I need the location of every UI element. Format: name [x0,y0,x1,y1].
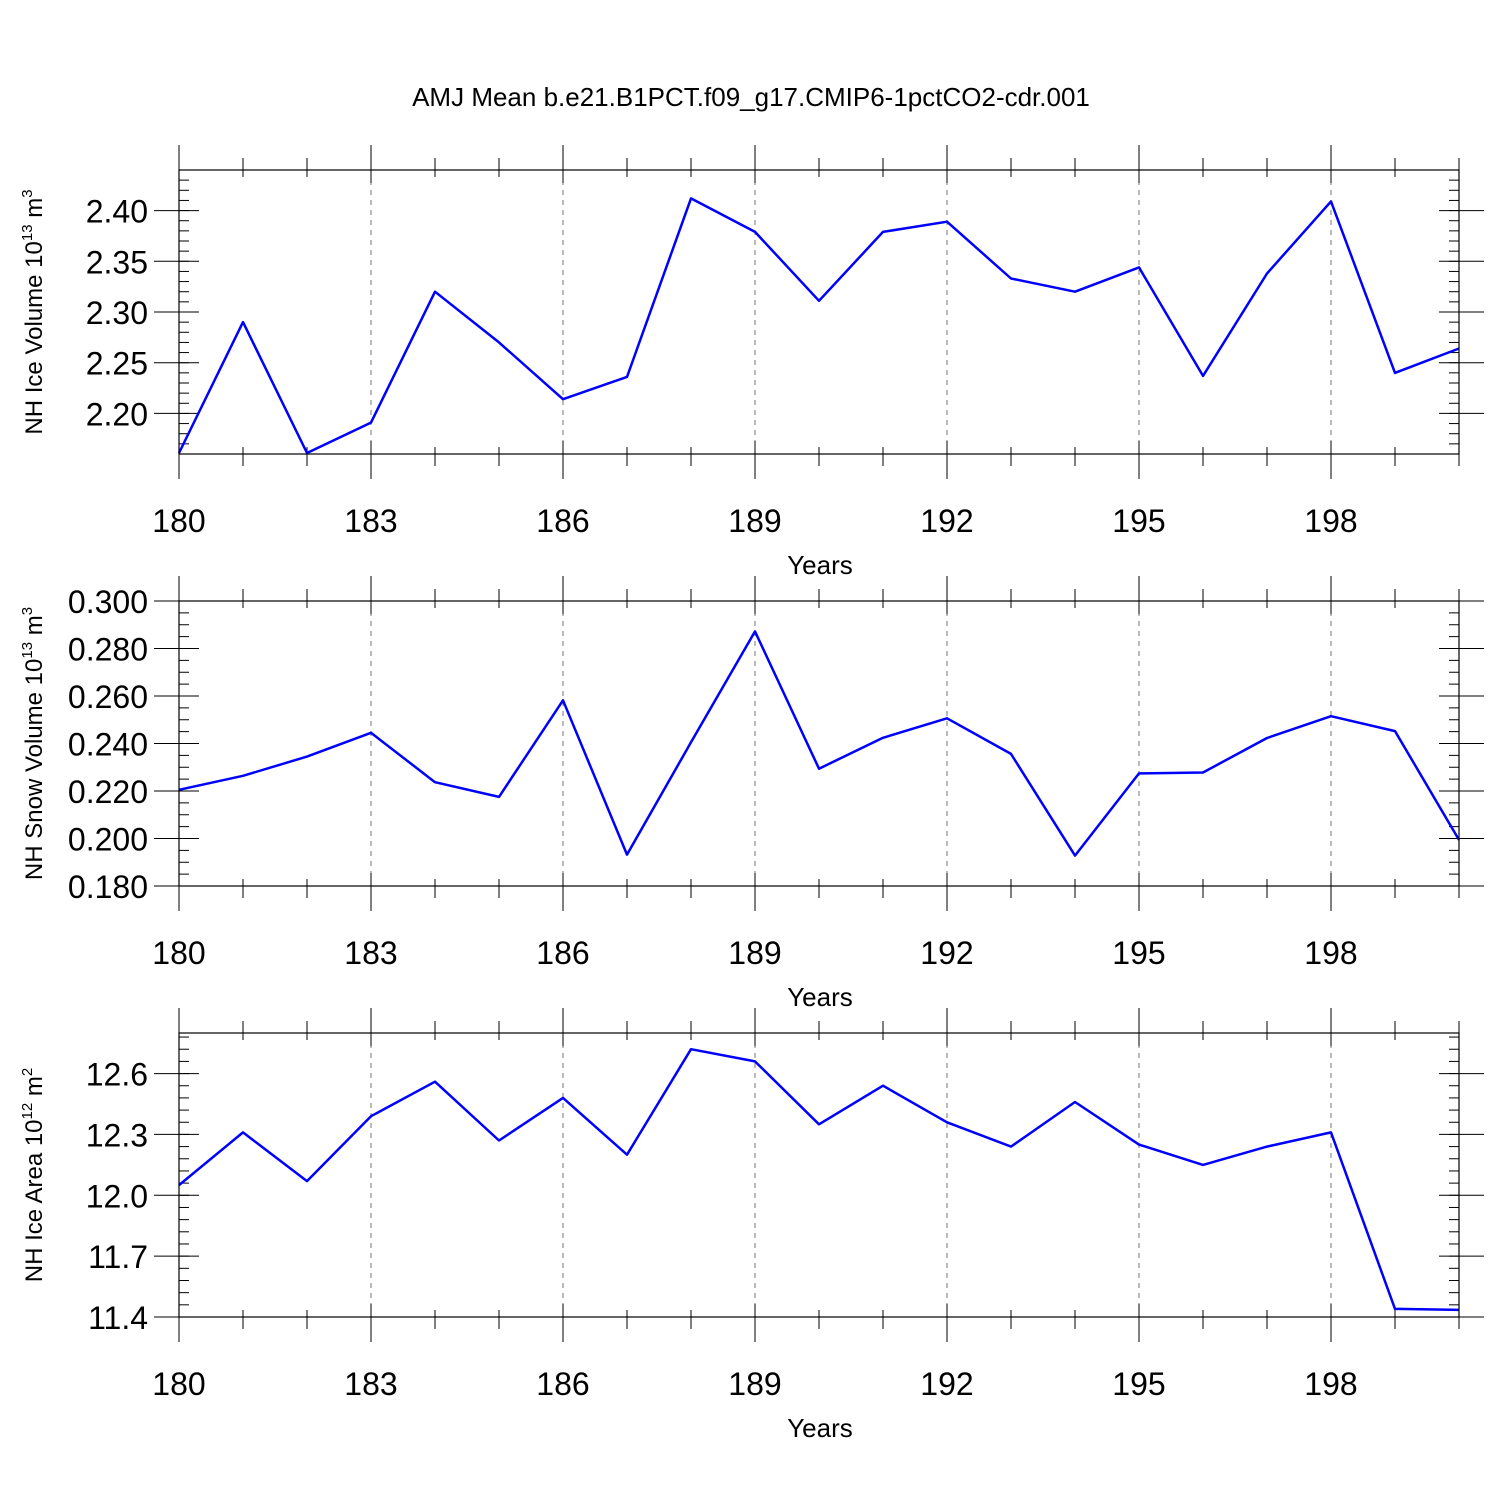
y-tick-label: 0.280 [68,632,148,668]
x-tick-label: 180 [152,1366,205,1402]
x-tick-label: 183 [344,935,397,971]
y-axis-title: NH Snow Volume 1013 m3 [19,607,48,880]
x-tick-label: 183 [344,1366,397,1402]
y-tick-label: 0.180 [68,869,148,905]
panel-1: 2.20 2.25 2.30 2.35 2.40 180 183 186 189 192 195 19… [19,145,1484,580]
x-tick-label: 186 [536,935,589,971]
y-tick-label: 0.200 [68,822,148,858]
y-tick-label: 12.3 [86,1117,148,1153]
x-tick-label: 195 [1112,1366,1165,1402]
y-axis-title: NH Ice Area 1012 m2 [19,1068,48,1282]
y-tick-label: 2.35 [86,244,148,280]
x-tick-label: 180 [152,935,205,971]
y-tick-label: 0.220 [68,774,148,810]
panel-2: 0.180 0.200 0.220 0.240 0.260 0.280 0.300 180 18… [19,576,1484,1012]
x-tick-label: 189 [728,935,781,971]
y-tick-label: 12.6 [86,1057,148,1093]
data-line-1 [177,197,1460,455]
panel-3: 11.4 11.7 12.0 12.3 12.6 180 183 186 189 192 195 19… [19,1008,1484,1443]
data-line-3 [178,1047,1460,1312]
plot-frame [178,600,1460,887]
y-tick-label: 0.260 [68,679,148,715]
x-tick-label: 183 [344,503,397,539]
y-tick-label: 2.30 [86,295,148,331]
x-tick-label: 180 [152,503,205,539]
x-axis-title: Years [787,1413,853,1443]
y-tick-label: 12.0 [86,1178,148,1214]
x-axis-title: Years [787,982,853,1012]
data-line-2 [178,630,1461,857]
x-tick-label: 192 [920,935,973,971]
y-tick-label: 11.7 [88,1239,148,1275]
y-tick-label: 0.300 [68,584,148,620]
x-tick-label: 198 [1304,935,1357,971]
x-axis-title: Years [787,550,853,580]
x-tick-label: 195 [1112,935,1165,971]
x-tick-label: 189 [728,1366,781,1402]
x-tick-label: 198 [1304,1366,1357,1402]
x-tick-label: 195 [1112,503,1165,539]
y-tick-label: 0.240 [68,727,148,763]
plot-frame [178,169,1460,455]
y-tick-label: 2.40 [86,194,148,230]
x-tick-label: 189 [728,503,781,539]
plot-frame [178,1032,1460,1318]
x-tick-label: 186 [536,1366,589,1402]
x-tick-label: 198 [1304,503,1357,539]
y-axis-title: NH Ice Volume 1013 m3 [19,189,48,434]
x-tick-label: 192 [920,503,973,539]
x-tick-label: 192 [920,1366,973,1402]
y-tick-label: 2.25 [86,346,148,382]
x-tick-label: 186 [536,503,589,539]
y-tick-label: 2.20 [86,396,148,432]
y-tick-label: 11.4 [88,1300,148,1336]
figure-title: AMJ Mean b.e21.B1PCT.f09_g17.CMIP6-1pctC… [412,82,1090,112]
